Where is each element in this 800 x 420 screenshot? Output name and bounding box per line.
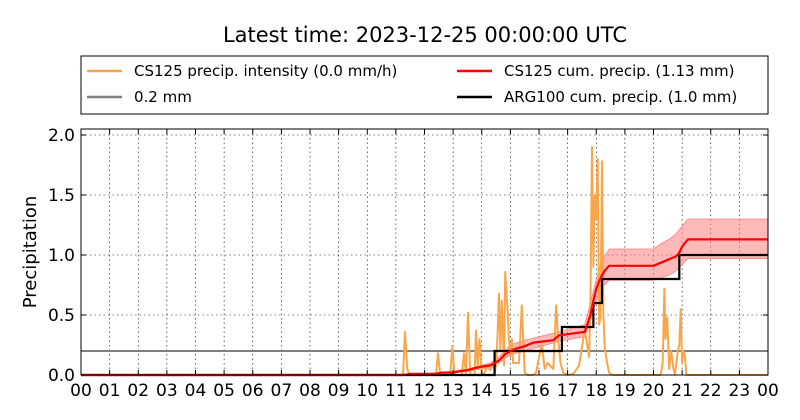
x-tick-label: 02: [127, 381, 149, 401]
series-layer: [81, 146, 769, 377]
x-tick-labels: 00 01 02 03 04 05 06 07 08 09 10 11 12 13 14 15 16 17 18 19…: [70, 381, 779, 401]
x-tick-label: 04: [185, 381, 207, 401]
x-tick-label: 09: [328, 381, 350, 401]
x-tick-label: 00: [757, 381, 779, 401]
x-tick-label: 06: [242, 381, 264, 401]
x-tick-label: 21: [671, 381, 693, 401]
x-tick-label: 23: [729, 381, 751, 401]
x-tick-label: 19: [614, 381, 636, 401]
x-tick-label: 00: [70, 381, 92, 401]
chart-title: Latest time: 2023-12-25 00:00:00 UTC: [223, 23, 627, 47]
legend-label-intensity: CS125 precip. intensity (0.0 mm/h): [134, 62, 397, 80]
legend-frame: [80, 55, 769, 115]
axes: [80, 128, 769, 376]
x-tick-label: 17: [557, 381, 579, 401]
y-tick-labels: 0.0 0.5 1.0 1.5 2.0: [48, 126, 75, 386]
legend: CS125 precip. intensity (0.0 mm/h) CS125…: [80, 55, 769, 115]
x-tick-label: 14: [471, 381, 493, 401]
y-tick-label: 1.5: [48, 186, 75, 206]
x-tick-label: 11: [385, 381, 407, 401]
x-tick-label: 20: [643, 381, 665, 401]
y-tick-label: 1.0: [48, 246, 75, 266]
x-tick-label: 15: [500, 381, 522, 401]
legend-label-threshold: 0.2 mm: [134, 88, 192, 106]
y-tick-label: 2.0: [48, 126, 75, 146]
x-tick-label: 10: [356, 381, 378, 401]
x-tick-label: 13: [442, 381, 464, 401]
legend-label-cs125-cum: CS125 cum. precip. (1.13 mm): [504, 62, 734, 80]
intensity-series-line: [81, 146, 768, 376]
y-tick-label: 0.5: [48, 306, 75, 326]
arg100-cum-series-line: [81, 253, 768, 377]
x-tick-label: 12: [414, 381, 436, 401]
x-tick-label: 07: [271, 381, 293, 401]
x-tick-label: 03: [156, 381, 178, 401]
cs125-cum-series-line: [81, 238, 768, 377]
x-tick-label: 05: [213, 381, 235, 401]
y-axis-label: Precipitation: [20, 196, 41, 309]
legend-label-arg100-cum: ARG100 cum. precip. (1.0 mm): [504, 88, 737, 106]
x-tick-label: 22: [700, 381, 722, 401]
x-tick-label: 18: [585, 381, 607, 401]
y-tick-label: 0.0: [48, 366, 75, 386]
x-tick-label: 08: [299, 381, 321, 401]
x-tick-label: 01: [99, 381, 121, 401]
x-tick-label: 16: [528, 381, 550, 401]
